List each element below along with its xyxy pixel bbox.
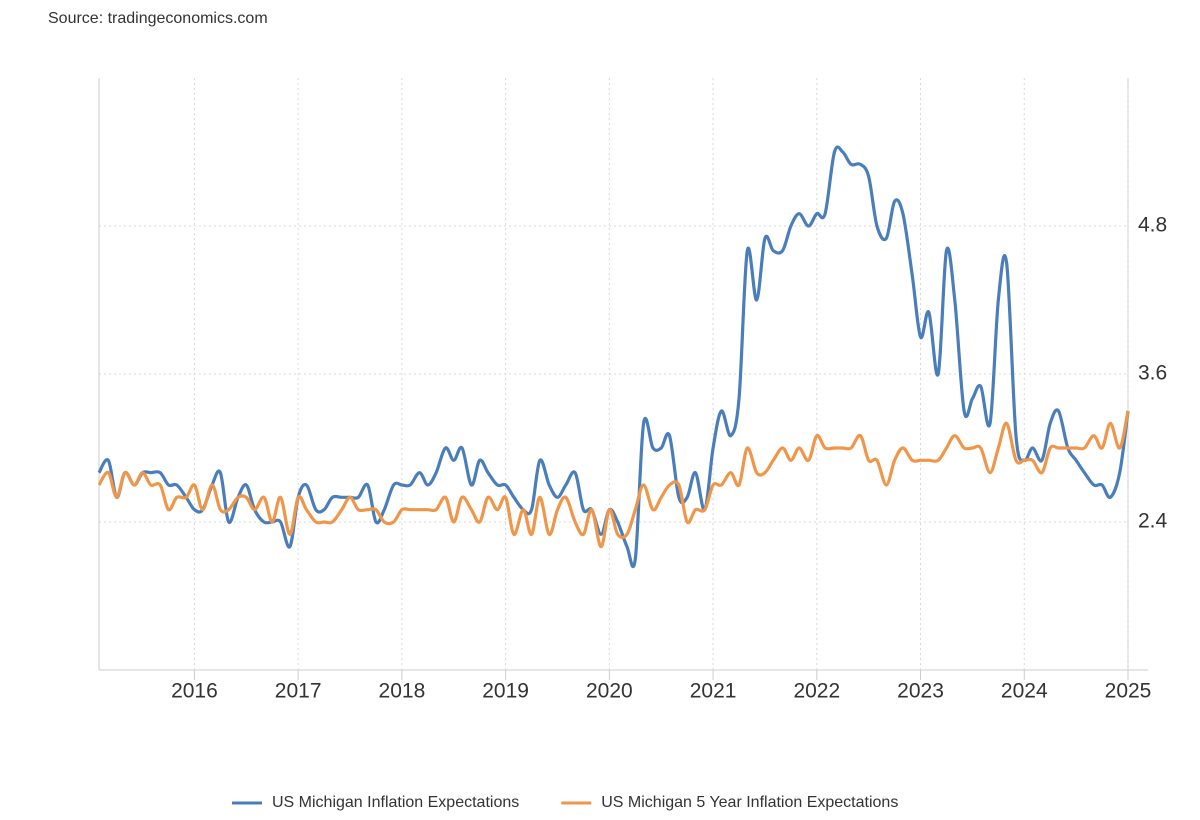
x-tick-label: 2019 (482, 680, 529, 703)
series-line (97, 410, 1130, 549)
x-tick-label: 2017 (275, 680, 322, 703)
grid (99, 78, 1129, 670)
series-line (97, 145, 1130, 569)
legend-label: US Michigan Inflation Expectations (272, 794, 519, 811)
x-tick-label: 2018 (379, 680, 426, 703)
x-tick-label: 2023 (897, 680, 944, 703)
x-tick-label: 2021 (690, 680, 737, 703)
y-tick-label: 3.6 (1138, 362, 1167, 385)
x-tick-label: 2016 (171, 680, 218, 703)
x-tick-label: 2022 (793, 680, 840, 703)
source: Source: tradingeconomics.com (48, 10, 268, 27)
legend: US Michigan Inflation Expectations US Mic… (232, 794, 898, 811)
x-tick-label: 2020 (586, 680, 633, 703)
y-tick-label: 4.8 (1138, 214, 1167, 237)
x-tick-label: 2025 (1105, 680, 1152, 703)
lines (97, 145, 1130, 569)
legend-label: US Michigan 5 Year Inflation Expectation… (601, 794, 898, 811)
y-tick-label: 2.4 (1138, 510, 1168, 533)
x-tick-label: 2024 (1001, 680, 1048, 703)
